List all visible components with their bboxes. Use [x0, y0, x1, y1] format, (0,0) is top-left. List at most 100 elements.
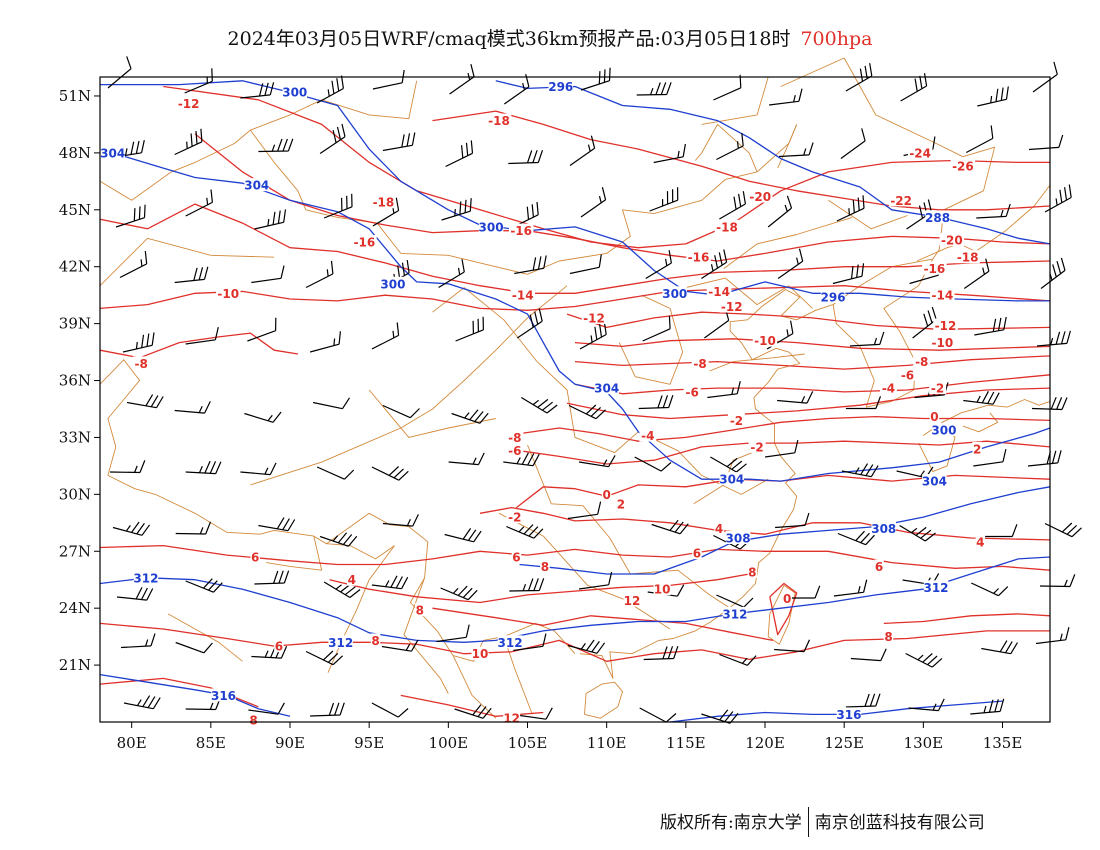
wind-barb — [642, 315, 671, 342]
temperature-label-bg — [706, 284, 732, 298]
wind-barb — [438, 259, 465, 289]
border-line — [584, 681, 623, 719]
border-line — [527, 444, 731, 609]
temperature-contour — [400, 694, 544, 717]
border-line — [701, 76, 769, 125]
temperature-label-bg — [752, 333, 778, 347]
wind-barb — [112, 521, 151, 536]
height-label-bg — [820, 290, 846, 304]
border-line — [618, 294, 684, 385]
temperature-label: -2 — [750, 440, 763, 454]
height-contour — [495, 80, 1051, 245]
wind-barb — [248, 702, 285, 715]
temperature-label: -8 — [508, 431, 521, 445]
temperature-label-bg — [601, 487, 612, 501]
wind-barb — [578, 455, 616, 468]
height-contour — [519, 486, 1051, 575]
wind-barb — [516, 707, 553, 720]
wind-barb — [254, 570, 290, 585]
temperature-label: 0 — [930, 410, 938, 424]
wind-barb — [185, 578, 223, 593]
border-line — [327, 545, 395, 673]
temperature-label: -12 — [178, 97, 200, 111]
wind-barb — [372, 69, 405, 90]
temperature-label: 6 — [875, 560, 883, 574]
temperature-contour — [432, 110, 1051, 211]
height-contours — [99, 80, 1051, 723]
height-label-bg — [662, 286, 687, 300]
temperature-label-bg — [719, 299, 744, 313]
wind-barb — [258, 138, 294, 153]
height-label: 304 — [244, 179, 269, 193]
temperature-label: -10 — [931, 336, 953, 350]
wind-barb — [707, 381, 741, 399]
title-main: 2024年03月05日WRF/cmaq模式36km预报产品:03月05日18时 — [227, 28, 791, 50]
wind-barb — [636, 82, 672, 96]
border-line — [368, 389, 496, 438]
contour-labels: -12-18-24-26-20 -22-18-16 -18-16 -20-18-16-… — [100, 79, 986, 728]
temperature-label-bg — [486, 113, 512, 127]
temperature-label-bg — [714, 521, 724, 535]
height-label-bg — [100, 145, 125, 159]
height-contour — [669, 700, 1003, 723]
wind-barb — [580, 67, 611, 91]
wind-barb — [777, 248, 804, 279]
wind-barb — [109, 460, 146, 474]
height-label-bg — [594, 381, 619, 395]
wind-barb — [569, 254, 602, 275]
border-line — [326, 543, 395, 560]
temperature-label: -10 — [217, 287, 239, 301]
temperature-label: -4 — [882, 382, 895, 396]
temperature-label: -6 — [901, 368, 914, 382]
lon-tick-label: 135E — [983, 734, 1023, 752]
temperature-label-bg — [748, 439, 766, 453]
temperature-label-bg — [623, 593, 641, 607]
wind-barb — [963, 258, 990, 289]
temperature-label: -22 — [890, 194, 912, 208]
height-label: 300 — [282, 86, 307, 100]
temperature-label: 6 — [693, 547, 701, 561]
wind-barb — [905, 652, 943, 668]
wind-barb — [185, 326, 219, 345]
height-label: 300 — [662, 287, 687, 301]
wind-barb — [319, 532, 358, 547]
temperature-label: 8 — [371, 634, 379, 648]
wind-barb — [643, 646, 679, 661]
wind-barb — [506, 524, 544, 539]
height-contour — [100, 80, 1050, 302]
wind-barb — [912, 306, 937, 339]
temperature-label: -2 — [508, 511, 521, 525]
border-line — [832, 258, 934, 408]
temperature-label-bg — [506, 430, 524, 444]
height-label: 300 — [931, 423, 956, 437]
temperature-label: -8 — [134, 357, 147, 371]
temperature-label-bg — [370, 633, 381, 647]
temperature-label: -24 — [909, 146, 931, 160]
temperature-label-bg — [250, 549, 260, 563]
wind-barb — [701, 249, 728, 280]
wind-barb — [309, 331, 341, 353]
temperature-contour — [99, 544, 1051, 571]
temperature-contour — [432, 607, 774, 642]
temperature-label-bg — [510, 288, 535, 302]
temperature-label: -4 — [641, 429, 654, 443]
temperature-label: 0 — [783, 592, 791, 606]
wind-barb — [381, 639, 419, 652]
wind-barb — [371, 575, 409, 590]
wind-barb — [841, 463, 879, 478]
height-label-bg — [282, 85, 307, 99]
wind-barb — [240, 82, 275, 99]
temperature-label-bg — [955, 250, 980, 264]
temperature-label: 8 — [541, 560, 549, 574]
temperature-label-bg — [933, 318, 958, 332]
temperature-contour — [574, 355, 1051, 370]
temperature-label-bg — [581, 310, 607, 324]
height-label-bg — [497, 635, 523, 649]
wind-barb — [966, 125, 994, 154]
temperature-label-bg — [691, 356, 709, 370]
wind-barb — [716, 594, 754, 608]
wind-barb — [448, 452, 485, 466]
temperature-label: 8 — [748, 566, 756, 580]
wind-barb — [445, 140, 474, 168]
wind-barb — [701, 709, 739, 724]
